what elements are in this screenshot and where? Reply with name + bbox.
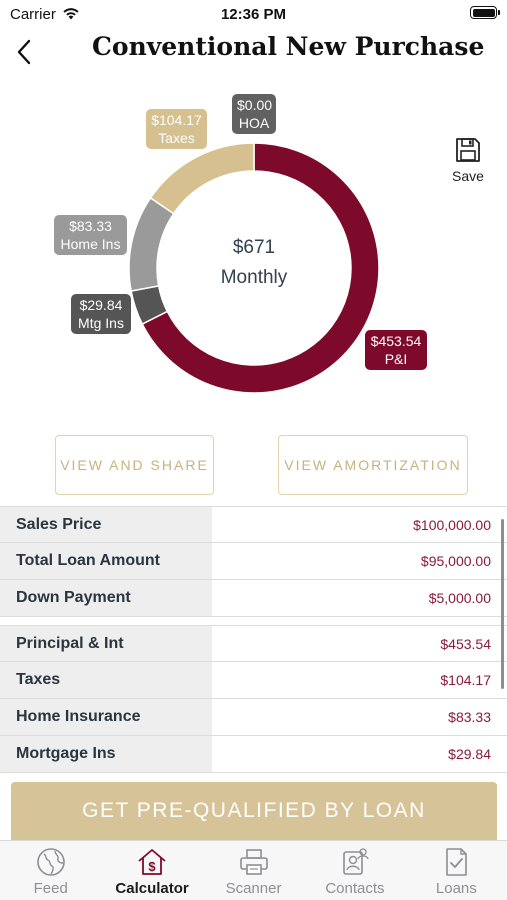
tab-feed[interactable]: Feed	[0, 841, 101, 900]
payment-breakdown-table: Principal & Int $453.54 Taxes $104.17 Ho…	[0, 625, 507, 773]
chevron-left-icon	[17, 39, 31, 65]
callout-home-ins-amount: $83.33	[69, 218, 112, 234]
table-row: Total Loan Amount $95,000.00	[0, 543, 507, 580]
row-label: Principal & Int	[0, 626, 212, 661]
callout-mtg-ins: $29.84 Mtg Ins	[71, 294, 131, 334]
tab-contacts-label: Contacts	[325, 880, 385, 897]
globe-icon	[36, 848, 65, 876]
row-value: $104.17	[440, 672, 491, 688]
monthly-total: $671	[232, 237, 276, 258]
donut-slice-home-ins	[128, 196, 175, 292]
table-row: Principal & Int $453.54	[0, 625, 507, 662]
tab-scanner[interactable]: Scanner	[203, 841, 304, 900]
house-dollar-icon: $	[138, 849, 166, 875]
document-check-icon	[446, 848, 468, 876]
row-value: $29.84	[448, 746, 491, 762]
callout-home-ins-label: Home Ins	[60, 236, 121, 252]
callout-mtg-ins-label: Mtg Ins	[78, 315, 124, 331]
table-row: Down Payment $5,000.00	[0, 580, 507, 617]
printer-icon	[239, 849, 268, 875]
row-label: Taxes	[0, 662, 212, 698]
tab-bar: Feed $ Calculator Scanner Contacts	[0, 840, 507, 900]
table-row: Mortgage Ins $29.84	[0, 736, 507, 773]
callout-hoa: $0.00 HOA	[232, 94, 276, 134]
scrollbar[interactable]	[501, 519, 504, 689]
callout-home-ins: $83.33 Home Ins	[54, 215, 127, 255]
tab-calculator[interactable]: $ Calculator	[101, 841, 202, 900]
floppy-disk-icon	[456, 138, 480, 162]
save-button[interactable]: Save	[448, 137, 488, 184]
nav-bar: Conventional New Purchase	[0, 28, 507, 74]
tab-scanner-label: Scanner	[225, 880, 282, 897]
callout-hoa-label: HOA	[238, 115, 270, 131]
callout-pi: $453.54 P&I	[365, 330, 427, 370]
callout-taxes: $104.17 Taxes	[146, 109, 207, 149]
tab-feed-label: Feed	[33, 880, 68, 897]
get-pre-qualified-button[interactable]: GET PRE-QUALIFIED BY LOAN	[11, 782, 497, 840]
loan-summary-table: Sales Price $100,000.00 Total Loan Amoun…	[0, 506, 507, 617]
row-label: Total Loan Amount	[0, 543, 212, 579]
payment-donut-chart: $671 Monthly $0.00 HOA $104.17 Taxes $83…	[0, 80, 507, 420]
wifi-icon	[63, 8, 79, 20]
clock: 12:36 PM	[220, 6, 287, 23]
row-label: Home Insurance	[0, 699, 212, 735]
tab-loans[interactable]: Loans	[406, 841, 507, 900]
donut-svg	[128, 142, 380, 394]
view-amortization-button[interactable]: VIEW AMORTIZATION	[278, 435, 468, 495]
tab-calculator-label: Calculator	[115, 880, 189, 897]
carrier-label: Carrier	[10, 6, 56, 23]
row-value: $95,000.00	[420, 553, 491, 569]
status-bar: Carrier 12:36 PM	[0, 0, 507, 28]
row-label: Sales Price	[0, 507, 212, 542]
page-title: Conventional New Purchase	[92, 32, 485, 61]
row-label: Mortgage Ins	[0, 736, 212, 772]
battery-icon	[470, 6, 500, 19]
callout-taxes-amount: $104.17	[151, 112, 202, 128]
donut-slice-pi	[141, 142, 380, 394]
save-label: Save	[452, 168, 484, 184]
table-row: Taxes $104.17	[0, 662, 507, 699]
callout-pi-amount: $453.54	[370, 333, 422, 349]
donut-slice-taxes	[149, 142, 255, 215]
row-value: $100,000.00	[413, 516, 491, 533]
tab-contacts[interactable]: Contacts	[304, 841, 405, 900]
row-value: $5,000.00	[428, 590, 491, 606]
svg-text:$: $	[148, 859, 156, 874]
row-label: Down Payment	[0, 580, 212, 616]
callout-taxes-label: Taxes	[158, 130, 195, 146]
back-button[interactable]	[8, 34, 40, 70]
table-row: Sales Price $100,000.00	[0, 506, 507, 543]
callout-hoa-amount: $0.00	[237, 97, 273, 113]
table-row: Home Insurance $83.33	[0, 699, 507, 736]
callout-mtg-ins-amount: $29.84	[79, 297, 123, 313]
monthly-label: Monthly	[220, 267, 288, 288]
view-and-share-button[interactable]: VIEW AND SHARE	[55, 435, 214, 495]
row-value: $453.54	[440, 635, 491, 652]
contacts-icon	[343, 848, 369, 875]
tab-loans-label: Loans	[435, 880, 477, 897]
row-value: $83.33	[448, 709, 491, 725]
callout-pi-label: P&I	[384, 351, 408, 367]
